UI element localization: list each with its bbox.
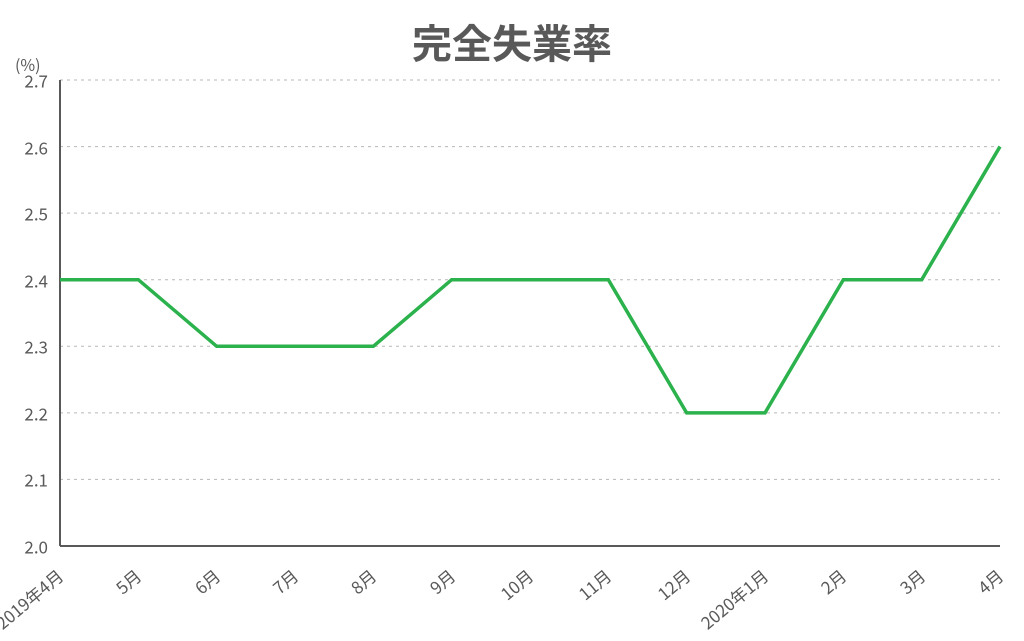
x-tick-label: 10月 — [494, 563, 538, 605]
y-tick-label: 2.6 — [0, 134, 48, 159]
x-tick-label: 6月 — [188, 563, 224, 599]
y-tick-label: 2.5 — [0, 201, 48, 226]
x-tick-label: 11月 — [573, 563, 617, 605]
y-tick-label: 2.0 — [0, 534, 48, 559]
y-tick-label: 2.4 — [0, 267, 48, 292]
x-tick-label: 3月 — [893, 563, 929, 599]
x-tick-label: 8月 — [345, 563, 381, 599]
x-tick-label: 12月 — [651, 563, 695, 605]
chart-container: 完全失業率 (%) 2.02.12.22.32.42.52.62.72019年4… — [0, 0, 1024, 641]
y-tick-label: 2.1 — [0, 467, 48, 492]
chart-title: 完全失業率 — [0, 12, 1024, 70]
y-tick-label: 2.3 — [0, 334, 48, 359]
y-tick-label: 2.2 — [0, 400, 48, 425]
x-tick-label: 9月 — [423, 563, 459, 599]
chart-plot — [60, 80, 1000, 546]
x-tick-label: 4月 — [972, 563, 1008, 599]
y-tick-label: 2.7 — [0, 68, 48, 93]
x-tick-label: 5月 — [110, 563, 146, 599]
x-tick-label: 7月 — [267, 563, 303, 599]
x-tick-label: 2020年1月 — [695, 563, 773, 634]
x-tick-label: 2月 — [815, 563, 851, 599]
x-tick-label: 2019年4月 — [0, 563, 68, 634]
